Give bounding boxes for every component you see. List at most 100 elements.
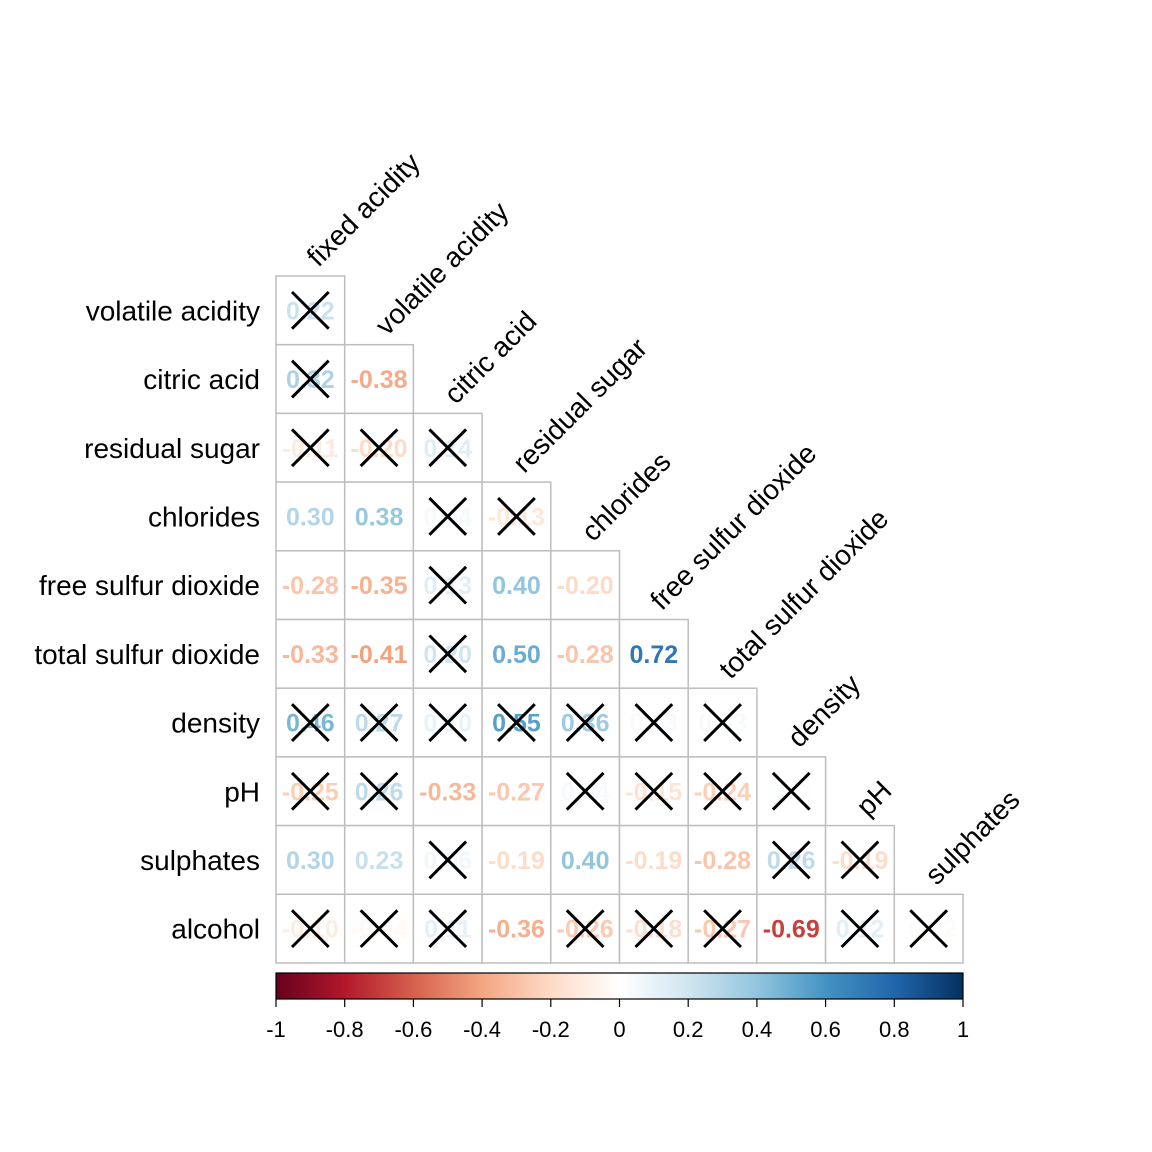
cell-value: -0.33 — [282, 641, 339, 669]
insignificance-cross-line — [290, 290, 330, 330]
column-label-citric-acid: citric acid — [438, 305, 542, 409]
cell-border — [343, 550, 415, 621]
cell-alcohol-citric-acid: 0.11 — [412, 893, 483, 964]
insignificance-cross-line — [771, 771, 811, 811]
cell-ph-total-sulfur-dioxide: -0.24 — [687, 756, 758, 827]
colorbar-tick-label: -1 — [266, 1017, 286, 1042]
column-label-density: density — [782, 668, 867, 753]
colorbar-tick-label: 1 — [957, 1017, 969, 1042]
insignificance-cross-line — [428, 497, 468, 536]
insignificance-cross-line — [909, 909, 949, 949]
cell-ph-chlorides: 0.04 — [550, 756, 621, 827]
matrix-cells: 0.220.32-0.38-0.11-0.200.140.300.380.04-… — [275, 275, 964, 964]
insignificance-cross-line — [290, 359, 330, 399]
insignificance-cross-line — [428, 909, 468, 949]
cell-chlorides-residual-sugar: -0.13 — [481, 481, 552, 552]
insignificance-cross-line — [565, 771, 605, 811]
cell-citric-acid-fixed-acidity: 0.32 — [275, 343, 346, 415]
insignificance-cross-line — [428, 565, 468, 605]
cell-chlorides-citric-acid: 0.04 — [412, 481, 483, 552]
row-label-alcohol: alcohol — [171, 914, 260, 945]
colorbar-tick-label: -0.8 — [326, 1017, 364, 1042]
row-labels: volatile acidity citric acid residual suga… — [34, 295, 260, 944]
cell-value: -0.36 — [488, 916, 545, 944]
row-label-citric-acid: citric acid — [143, 364, 260, 395]
insignificance-cross-line — [703, 703, 742, 742]
colorbar-tick-label: 0 — [613, 1017, 625, 1042]
cell-border — [343, 618, 415, 689]
column-label-volatile-acidity: volatile acidity — [369, 196, 514, 341]
cell-density-volatile-acidity: 0.27 — [343, 687, 415, 758]
insignificance-cross-line — [290, 703, 330, 742]
cell-border — [481, 756, 552, 827]
column-label-chlorides: chlorides — [575, 446, 676, 547]
cell-sulphates-citric-acid: 0.06 — [412, 824, 483, 896]
cell-value: -0.28 — [557, 641, 614, 669]
row-label-volatile-acidity: volatile acidity — [86, 295, 260, 326]
colorbar-tick-label: 0.6 — [810, 1017, 841, 1042]
cell-total-sulfur-dioxide-volatile-acidity: -0.41 — [343, 618, 415, 689]
insignificance-cross-line — [290, 909, 330, 949]
cell-alcohol-fixed-acidity: -0.10 — [275, 893, 346, 964]
insignificance-cross-line — [359, 428, 399, 468]
insignificance-cross-line — [497, 497, 536, 536]
cell-free-sulfur-dioxide-volatile-acidity: -0.35 — [343, 550, 415, 621]
cell-border — [481, 550, 552, 621]
cell-value: -0.27 — [488, 778, 545, 806]
colorbar-tick-label: 0.8 — [879, 1017, 910, 1042]
row-label-density: density — [171, 708, 260, 739]
cell-border — [275, 824, 346, 896]
cell-ph-volatile-acidity: 0.26 — [343, 756, 415, 827]
cell-border — [275, 618, 346, 689]
cell-ph-residual-sugar: -0.27 — [481, 756, 552, 827]
cell-alcohol-ph: 0.12 — [824, 893, 896, 964]
cell-residual-sugar-fixed-acidity: -0.11 — [275, 412, 346, 483]
insignificance-cross-line — [428, 703, 468, 742]
row-label-ph: pH — [224, 776, 260, 807]
insignificance-cross-line — [359, 771, 399, 811]
cell-value: -0.28 — [694, 847, 751, 875]
colorbar-gradient — [275, 972, 964, 1000]
cell-value: 0.50 — [492, 641, 541, 669]
cell-value: -0.19 — [625, 847, 682, 875]
cell-value: 0.30 — [286, 847, 335, 875]
cell-alcohol-residual-sugar: -0.36 — [481, 893, 552, 964]
cell-sulphates-chlorides: 0.40 — [550, 824, 621, 896]
cell-density-fixed-acidity: 0.46 — [275, 687, 346, 758]
cell-border — [343, 824, 415, 896]
insignificance-cross-line — [565, 703, 605, 742]
insignificance-cross-line — [771, 840, 811, 880]
row-label-sulphates: sulphates — [140, 845, 260, 876]
insignificance-cross-line — [703, 909, 742, 949]
cell-value: 0.23 — [355, 847, 404, 875]
colorbar: -1 -0.8 -0.6 -0.4 -0.2 0 0.2 0.4 0.6 0.8 1 — [266, 972, 969, 1042]
cell-value: 0.30 — [286, 503, 335, 531]
cell-value: -0.20 — [557, 572, 614, 600]
cell-total-sulfur-dioxide-residual-sugar: 0.50 — [481, 618, 552, 689]
colorbar-tick-label: -0.4 — [463, 1017, 501, 1042]
cell-sulphates-ph: -0.19 — [824, 824, 896, 896]
cell-border — [687, 824, 758, 896]
row-label-free-sulfur-dioxide: free sulfur dioxide — [39, 570, 260, 601]
cell-ph-fixed-acidity: -0.25 — [275, 756, 346, 827]
cell-alcohol-chlorides: -0.26 — [550, 893, 621, 964]
cell-alcohol-free-sulfur-dioxide: -0.18 — [618, 893, 689, 964]
cell-border — [618, 618, 689, 689]
cell-total-sulfur-dioxide-citric-acid: 0.20 — [412, 618, 483, 689]
colorbar-tick-label: -0.6 — [394, 1017, 432, 1042]
cell-density-chlorides: 0.36 — [550, 687, 621, 758]
colorbar-tick-label: 0.2 — [673, 1017, 704, 1042]
column-label-residual-sugar: residual sugar — [507, 332, 653, 478]
cell-sulphates-volatile-acidity: 0.23 — [343, 824, 415, 896]
insignificance-cross-line — [840, 909, 880, 949]
cell-border — [412, 756, 483, 827]
cell-sulphates-residual-sugar: -0.19 — [481, 824, 552, 896]
cell-sulphates-free-sulfur-dioxide: -0.19 — [618, 824, 689, 896]
row-label-chlorides: chlorides — [148, 501, 260, 532]
insignificance-cross-line — [497, 703, 536, 742]
cell-value: -0.28 — [282, 572, 339, 600]
cell-free-sulfur-dioxide-fixed-acidity: -0.28 — [275, 550, 346, 621]
cell-value: -0.33 — [419, 778, 476, 806]
row-label-total-sulfur-dioxide: total sulfur dioxide — [34, 639, 260, 670]
